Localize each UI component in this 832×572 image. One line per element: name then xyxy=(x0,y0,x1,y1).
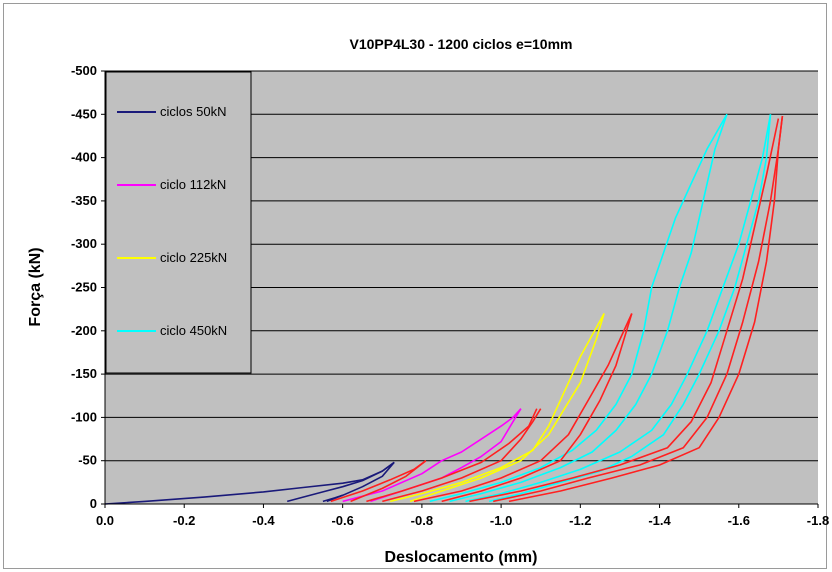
x-tick-label: -1.6 xyxy=(728,513,750,528)
y-tick-label: -300 xyxy=(71,236,97,251)
y-tick-label: -400 xyxy=(71,150,97,165)
series-line xyxy=(449,114,728,503)
series-line xyxy=(326,461,395,503)
chart-title: V10PP4L30 - 1200 ciclos e=10mm xyxy=(350,36,573,52)
series-line xyxy=(382,408,542,503)
legend-label: ciclos 50kN xyxy=(160,104,226,119)
x-tick-label: -0.4 xyxy=(252,513,275,528)
x-axis-title: Deslocamento (mm) xyxy=(385,549,538,566)
series-line xyxy=(390,313,605,503)
series-line xyxy=(469,118,780,503)
y-tick-label: -350 xyxy=(71,193,97,208)
series-line xyxy=(350,460,427,503)
x-tick-label: -1.4 xyxy=(648,513,671,528)
series-line xyxy=(286,461,395,503)
y-tick-label: -150 xyxy=(71,366,97,381)
legend-label: ciclo 225kN xyxy=(160,250,227,265)
series-line xyxy=(489,114,772,503)
series-line xyxy=(441,313,633,503)
series-line xyxy=(493,115,784,503)
x-tick-label: -1.2 xyxy=(569,513,591,528)
y-tick-label: -50 xyxy=(78,453,97,468)
legend-entries: ciclos 50kN ciclo 112kN ciclo 225kN ciclo 4… xyxy=(117,104,227,338)
y-tick-label: -500 xyxy=(71,63,97,78)
series-line xyxy=(465,114,772,503)
x-tick-label: -1.0 xyxy=(490,513,512,528)
series-3 xyxy=(429,113,772,503)
series-line xyxy=(409,313,605,503)
x-tick-label: 0.0 xyxy=(96,513,114,528)
legend-label: ciclo 450kN xyxy=(160,323,227,338)
x-tick-label: -0.2 xyxy=(173,513,195,528)
x-tick-label: -0.6 xyxy=(331,513,353,528)
legend: ciclos 50kN ciclo 112kN ciclo 225kN ciclo 4… xyxy=(105,71,252,374)
series-line xyxy=(429,113,728,503)
series-0 xyxy=(104,461,395,505)
series-2 xyxy=(390,313,605,503)
y-tick-label: -250 xyxy=(71,280,97,295)
x-tick-label: -1.8 xyxy=(807,513,829,528)
y-tick-label: -100 xyxy=(71,409,97,424)
series-line xyxy=(366,408,538,503)
series-layer xyxy=(104,113,784,505)
x-tick-label: -0.8 xyxy=(411,513,433,528)
series-line xyxy=(508,115,784,503)
series-line xyxy=(342,408,522,503)
series-4 xyxy=(330,115,784,503)
y-tick-label: -450 xyxy=(71,106,97,121)
legend-box xyxy=(105,71,252,374)
legend-label: ciclo 112kN xyxy=(160,177,226,192)
y-axis-title: Força (kN) xyxy=(27,247,44,326)
chart-frame xyxy=(3,3,827,569)
y-tick-label: 0 xyxy=(90,496,97,511)
series-line xyxy=(413,313,633,503)
y-tick-label: -200 xyxy=(71,323,97,338)
tick-layer: 0 -50 -100 -150 -200 -250 -300 -350 -400 -450 -500… xyxy=(71,63,829,528)
